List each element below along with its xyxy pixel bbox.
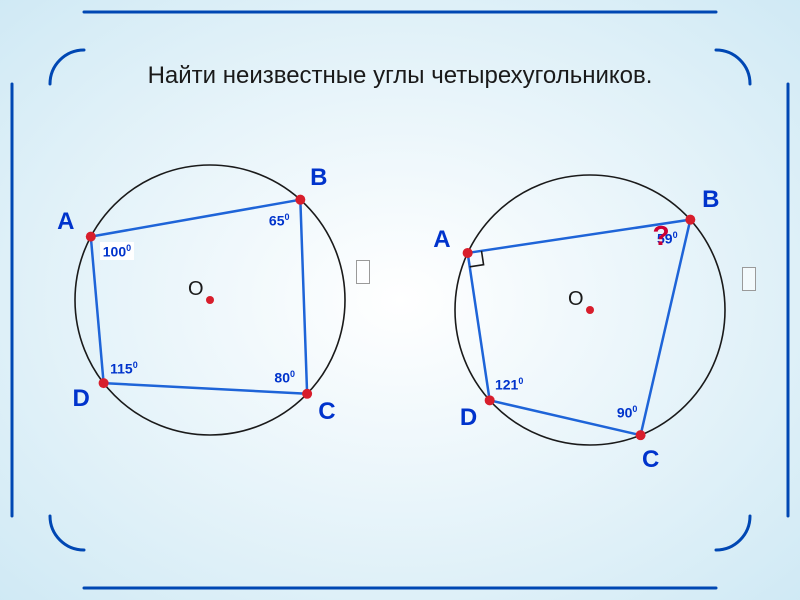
right-quadrilateral (468, 220, 691, 436)
page-title: Найти неизвестные углы четырехугольников… (0, 62, 800, 90)
right-center-dot (586, 306, 594, 314)
left-angle-label-D: 1150 (110, 360, 138, 377)
left-angle-label-B: 650 (269, 212, 290, 229)
left-vertex-label-C: C (318, 398, 335, 426)
decorative-box-right (742, 267, 756, 291)
geometry-svg (0, 110, 800, 550)
left-center-dot (206, 296, 214, 304)
right-vertex-label-D: D (460, 404, 477, 432)
left-vertex-dot-A (86, 232, 96, 242)
page: Найти неизвестные углы четырехугольников… (0, 0, 800, 600)
left-vertex-dot-B (295, 195, 305, 205)
right-angle-label-D: 1210 (495, 376, 523, 393)
right-vertex-dot-C (636, 430, 646, 440)
left-vertex-dot-C (302, 389, 312, 399)
diagram-area: ОA1000B650C800D1150 ОAB590?C900D1210 (0, 110, 800, 550)
right-center-label: О (568, 288, 584, 311)
left-vertex-label-B: B (310, 164, 327, 192)
decorative-box-left (356, 260, 370, 284)
right-angle-label-C: 900 (617, 404, 638, 421)
left-vertex-label-D: D (73, 385, 90, 413)
left-vertex-dot-D (99, 378, 109, 388)
right-vertex-label-B: B (702, 186, 719, 214)
right-vertex-dot-A (463, 248, 473, 258)
left-vertex-label-A: A (57, 208, 74, 236)
right-vertex-label-C: C (642, 446, 659, 474)
right-vertex-dot-B (685, 215, 695, 225)
right-vertex-dot-D (485, 395, 495, 405)
right-question-mark: ? (652, 220, 669, 252)
left-center-label: О (188, 278, 204, 301)
left-angle-label-C: 800 (274, 369, 295, 386)
left-angle-label-A: 1000 (100, 242, 134, 261)
right-vertex-label-A: A (433, 226, 450, 254)
